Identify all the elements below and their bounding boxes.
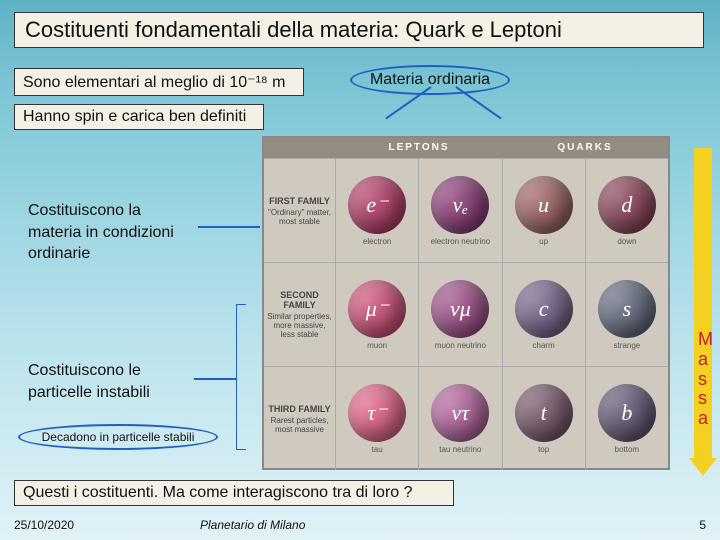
particle-label: charm (533, 341, 555, 350)
connector-line (194, 378, 236, 380)
particle-cell: t top (503, 367, 586, 470)
particle-cell: s strange (586, 263, 668, 366)
title-box: Costituenti fondamentali della materia: … (14, 12, 704, 48)
particle-sphere: νμ (431, 280, 489, 338)
particle-label: electron neutrino (431, 237, 491, 246)
particle-cell: d down (586, 159, 668, 262)
particle-cell: τ⁻ tau (336, 367, 419, 470)
particle-row: SECOND FAMILYSimilar properties, more ma… (264, 262, 668, 366)
particle-label: muon neutrino (435, 341, 486, 350)
footer-slide-number: 5 (699, 518, 706, 532)
table-header: LEPTONS QUARKS (264, 138, 668, 158)
particle-cell: b bottom (586, 367, 668, 470)
particle-row: FIRST FAMILY"Ordinary" matter, most stab… (264, 158, 668, 262)
header-leptons: LEPTONS (336, 138, 502, 158)
particle-symbol: μ⁻ (366, 296, 389, 322)
family-label: FIRST FAMILY"Ordinary" matter, most stab… (264, 159, 336, 262)
question-box: Questi i costituenti. Ma come interagisc… (14, 480, 454, 506)
particle-sphere: c (515, 280, 573, 338)
particle-sphere: u (515, 176, 573, 234)
particle-cell: c charm (503, 263, 586, 366)
particle-label: up (539, 237, 548, 246)
particle-symbol: b (621, 400, 632, 426)
particle-label: top (538, 445, 549, 454)
particle-label: electron (363, 237, 391, 246)
particle-symbol: τ⁻ (367, 400, 387, 426)
particle-sphere: s (598, 280, 656, 338)
particle-symbol: ντ (452, 400, 470, 426)
particle-symbol: t (541, 400, 547, 426)
massa-label: Massa (698, 330, 713, 429)
particle-symbol: νₑ (453, 192, 469, 218)
particle-sphere: νₑ (431, 176, 489, 234)
particle-symbol: s (623, 296, 632, 322)
particle-sphere: τ⁻ (348, 384, 406, 442)
decay-ellipse: Decadono in particelle stabili (18, 424, 218, 450)
materia-ellipse: Materia ordinaria (350, 65, 510, 95)
note-unstable: Costituiscono le particelle instabili (28, 360, 198, 403)
particle-cell: μ⁻ muon (336, 263, 419, 366)
family-label: THIRD FAMILYRarest particles, most massi… (264, 367, 336, 470)
particle-label: down (617, 237, 636, 246)
particle-table: LEPTONS QUARKS FIRST FAMILY"Ordinary" ma… (262, 136, 670, 470)
particle-sphere: e⁻ (348, 176, 406, 234)
particle-cell: ντ tau neutrino (419, 367, 502, 470)
particle-symbol: u (538, 192, 549, 218)
particle-symbol: e⁻ (366, 192, 387, 218)
particle-label: tau neutrino (439, 445, 481, 454)
elementary-box: Sono elementari al meglio di 10⁻¹⁸ m (14, 68, 304, 96)
header-quarks: QUARKS (502, 138, 668, 158)
particle-row: THIRD FAMILYRarest particles, most massi… (264, 366, 668, 470)
family-label: SECOND FAMILYSimilar properties, more ma… (264, 263, 336, 366)
note-ordinary-matter: Costituiscono la materia in condizioni o… (28, 200, 198, 265)
particle-cell: e⁻ electron (336, 159, 419, 262)
mass-arrow-tip (689, 458, 717, 476)
spin-box: Hanno spin e carica ben definiti (14, 104, 264, 130)
particle-label: bottom (615, 445, 639, 454)
bracket (236, 304, 246, 450)
particle-label: muon (367, 341, 387, 350)
particle-symbol: d (621, 192, 632, 218)
particle-symbol: c (539, 296, 549, 322)
footer-date: 25/10/2020 (14, 518, 74, 532)
particle-cell: νμ muon neutrino (419, 263, 502, 366)
footer-center: Planetario di Milano (200, 518, 305, 532)
particle-cell: u up (503, 159, 586, 262)
connector-line (198, 226, 260, 228)
particle-label: strange (614, 341, 641, 350)
particle-sphere: ντ (431, 384, 489, 442)
particle-sphere: t (515, 384, 573, 442)
particle-cell: νₑ electron neutrino (419, 159, 502, 262)
particle-label: tau (372, 445, 383, 454)
particle-symbol: νμ (450, 296, 471, 322)
particle-sphere: μ⁻ (348, 280, 406, 338)
particle-sphere: d (598, 176, 656, 234)
particle-sphere: b (598, 384, 656, 442)
